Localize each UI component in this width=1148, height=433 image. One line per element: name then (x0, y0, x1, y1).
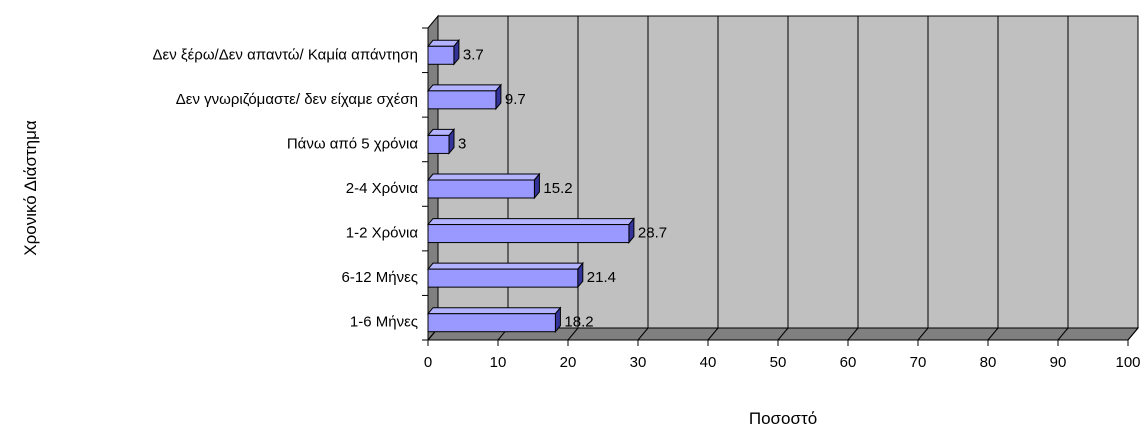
bar (426, 172, 541, 200)
bar-front-face (427, 45, 455, 65)
bar-front-face (427, 179, 535, 199)
floor-gridline (847, 327, 859, 341)
x-tick-label: 40 (700, 354, 717, 371)
bar-top-face (426, 307, 562, 315)
x-tick-label: 20 (560, 354, 577, 371)
category-label: Πάνω από 5 χρόνια (287, 135, 419, 152)
bar-top-face (426, 262, 584, 270)
x-tick-label: 70 (910, 354, 927, 371)
category-label: Δεν γνωριζόμαστε/ δεν είχαμε σχέση (176, 91, 418, 108)
bar-front-face (427, 224, 630, 244)
category-label: Δεν ξέρω/Δεν απαντώ/ Καμία απάντηση (153, 46, 418, 63)
bar-top-face (426, 84, 502, 92)
category-label: 2-4 Χρόνια (346, 180, 419, 197)
floor-gridline (917, 327, 929, 341)
bar-top-face (426, 173, 541, 181)
bar (426, 83, 502, 111)
data-label: 28.7 (638, 225, 667, 242)
data-label: 21.4 (587, 269, 616, 286)
floor-gridline (707, 327, 719, 341)
x-axis-title: Ποσοστό (749, 409, 817, 428)
x-tick-label: 30 (630, 354, 647, 371)
x-tick-label: 80 (980, 354, 997, 371)
bar (426, 38, 460, 66)
floor-gridline (1057, 327, 1069, 341)
x-tick-label: 100 (1115, 354, 1140, 371)
x-tick-label: 50 (770, 354, 787, 371)
labels: 0 10 20 30 40 50 60 70 80 90 100 18.2 1-6 Μήνες 21.4 6… (153, 46, 1141, 371)
x-tick-label: 0 (424, 354, 432, 371)
data-label: 15.2 (543, 180, 572, 197)
bar-front-face (427, 313, 556, 333)
bar (426, 306, 562, 334)
y-axis-title: Χρονικό Διάστημα (21, 120, 40, 256)
x-tick-label: 10 (490, 354, 507, 371)
data-label: 18.2 (564, 314, 593, 331)
floor-gridline (987, 327, 999, 341)
bar-front-face (427, 268, 579, 288)
bar-top-face (426, 218, 635, 226)
bar-front-face (427, 90, 497, 110)
floor-gridline (567, 327, 579, 341)
category-label: 1-2 Χρόνια (346, 225, 419, 242)
data-label: 3 (458, 135, 466, 152)
floor-gridline (1127, 327, 1139, 341)
bar (426, 217, 635, 244)
floor-gridline (637, 327, 649, 341)
bar (426, 128, 456, 155)
bar-front-face (427, 134, 450, 154)
x-tick-label: 60 (840, 354, 857, 371)
bars (426, 38, 635, 334)
category-label: 6-12 Μήνες (342, 269, 418, 286)
category-label: 1-6 Μήνες (350, 314, 418, 331)
bar (426, 261, 584, 289)
x-tick-label: 90 (1050, 354, 1067, 371)
floor-gridline (777, 327, 789, 341)
data-label: 9.7 (505, 91, 526, 108)
data-label: 3.7 (463, 46, 484, 63)
